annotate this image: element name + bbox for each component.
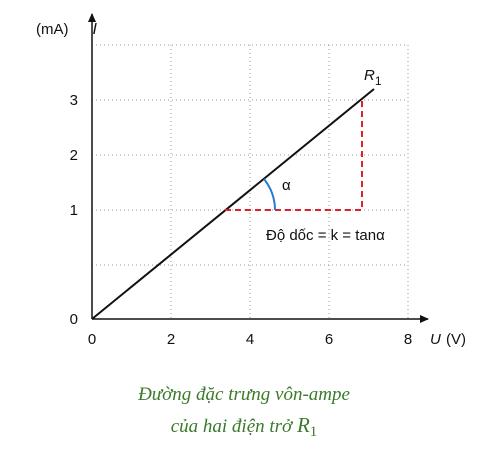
grid xyxy=(92,44,409,319)
angle-label: α xyxy=(282,177,291,194)
characteristic-line xyxy=(91,88,375,320)
x-tick-label: 2 xyxy=(167,331,175,348)
caption-symbol: R xyxy=(296,413,310,437)
caption-line2: của hai điện trở R1 xyxy=(171,413,318,440)
line-symbol: R xyxy=(364,67,375,84)
y-tick-label: 2 xyxy=(70,147,78,164)
line-subscript: 1 xyxy=(375,74,382,88)
angle-arc xyxy=(263,178,276,211)
y-tick-label: 1 xyxy=(70,202,78,219)
caption-subscript: 1 xyxy=(310,424,318,440)
y-axis-title: I xyxy=(93,21,98,38)
x-tick-label: 6 xyxy=(325,331,333,348)
slope-note: Độ dốc = k = tanα xyxy=(266,227,385,244)
x-tick-label: 8 xyxy=(404,331,412,348)
caption-text: của hai điện trở xyxy=(171,416,294,437)
y-symbol: I xyxy=(93,21,98,38)
slope-triangle xyxy=(225,100,363,211)
x-tick-label: 4 xyxy=(246,331,254,348)
caption-line1: Đường đặc trưng vôn-ampe xyxy=(137,384,350,405)
x-tick-label: 0 xyxy=(88,331,96,348)
x-symbol: U xyxy=(430,331,441,348)
y-tick-label: 0 xyxy=(70,311,78,328)
y-tick-label: 3 xyxy=(70,92,78,109)
line-label: R1 xyxy=(364,67,382,88)
x-axis-unit: (V) xyxy=(446,331,466,348)
y-axis-unit: (mA) xyxy=(36,21,69,38)
